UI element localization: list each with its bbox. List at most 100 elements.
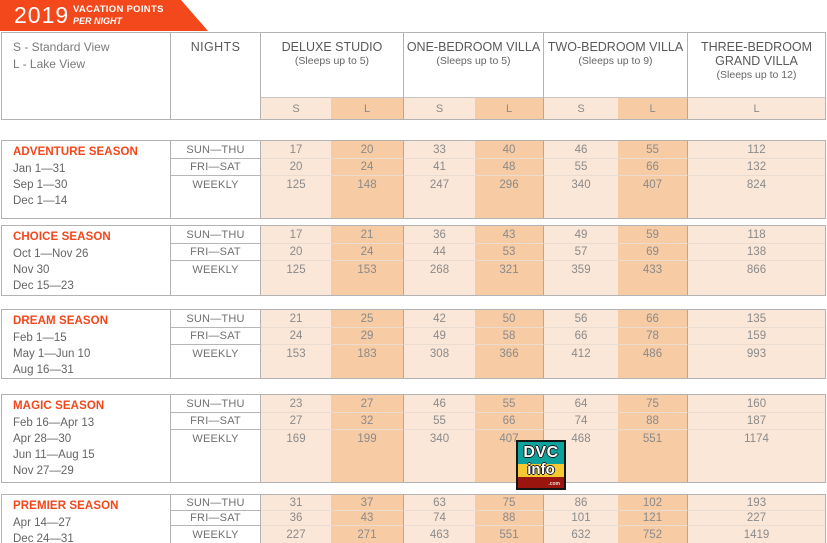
points-value: 75: [475, 495, 544, 511]
room-name: ONE-BEDROOM VILLA: [406, 40, 541, 54]
points-value: 69: [618, 244, 688, 261]
season-date-range: Dec 1—14: [13, 195, 68, 207]
points-value: 183: [331, 345, 404, 378]
points-value: 36: [261, 511, 331, 526]
points-value: 101: [544, 511, 618, 526]
column-header-two-bedroom-villa: TWO-BEDROOM VILLA (Sleeps up to 9): [544, 33, 688, 97]
points-value: 407: [618, 176, 688, 218]
dvcinfo-watermark-logo: DVC info .com: [516, 440, 566, 490]
night-range-label: WEEKLY: [171, 176, 261, 218]
night-range-label: FRI—SAT: [171, 244, 261, 261]
points-value: 102: [618, 495, 688, 511]
points-value: 20: [261, 244, 331, 261]
points-value: 24: [331, 159, 404, 176]
points-value: 41: [404, 159, 475, 176]
points-value: 55: [475, 395, 544, 413]
night-range-label: SUN—THU: [171, 141, 261, 159]
night-range-label: WEEKLY: [171, 526, 261, 543]
points-value: 66: [475, 413, 544, 430]
points-value: 42: [404, 310, 475, 328]
points-value: 44: [404, 244, 475, 261]
night-range-label: FRI—SAT: [171, 511, 261, 526]
points-value: 160: [688, 395, 825, 413]
points-value: 66: [618, 310, 688, 328]
points-value: 40: [475, 141, 544, 159]
season-date-range: Aug 16—31: [13, 364, 74, 376]
season-block: DREAM SEASON Feb 1—15 May 1—Jun 10 Aug 16—3…: [1, 309, 826, 379]
points-value: 23: [261, 395, 331, 413]
points-value: 21: [261, 310, 331, 328]
season-title: ADVENTURE SEASON: [13, 146, 138, 158]
points-value: 247: [404, 176, 475, 218]
points-value: 153: [261, 345, 331, 378]
points-value: 148: [331, 176, 404, 218]
season-title: MAGIC SEASON: [13, 400, 105, 412]
season-date-range: Dec 24—31: [13, 533, 74, 543]
points-value: 59: [618, 226, 688, 244]
points-value: 43: [331, 511, 404, 526]
view-subheader-lake: L: [618, 97, 688, 119]
night-range-label: SUN—THU: [171, 395, 261, 413]
points-value: 121: [618, 511, 688, 526]
season-block: MAGIC SEASON Feb 16—Apr 13 Apr 28—30 Jun 11…: [1, 394, 826, 483]
banner-text: VACATION POINTS PER NIGHT: [73, 4, 164, 26]
view-subheader-lake: L: [331, 97, 404, 119]
season-block: PREMIER SEASON Apr 14—27 Dec 24—31 SUN—THU 3…: [1, 494, 826, 543]
nights-column-header: NIGHTS: [171, 33, 261, 119]
season-block: ADVENTURE SEASON Jan 1—31 Sep 1—30 Dec 1—14…: [1, 140, 826, 219]
season-block: CHOICE SEASON Oct 1—Nov 26 Nov 30 Dec 15—23…: [1, 225, 826, 296]
points-value: 63: [404, 495, 475, 511]
season-title: CHOICE SEASON: [13, 231, 111, 243]
season-date-range: Jan 1—31: [13, 163, 66, 175]
season-date-range: Feb 16—Apr 13: [13, 417, 95, 429]
points-value: 58: [475, 328, 544, 345]
points-value: 632: [544, 526, 618, 543]
legend-standard-view: S - Standard View: [13, 40, 110, 54]
points-value: 24: [331, 244, 404, 261]
points-value: 118: [688, 226, 825, 244]
points-value: 227: [261, 526, 331, 543]
points-value: 27: [261, 413, 331, 430]
season-date-range: Apr 28—30: [13, 433, 72, 445]
banner-title: VACATION POINTS: [73, 4, 164, 15]
points-value: 752: [618, 526, 688, 543]
view-subheader-lake: L: [688, 97, 825, 119]
points-value: 88: [618, 413, 688, 430]
points-value: 55: [544, 159, 618, 176]
points-value: 46: [544, 141, 618, 159]
points-value: 486: [618, 345, 688, 378]
points-value: 17: [261, 141, 331, 159]
points-value: 412: [544, 345, 618, 378]
points-value: 66: [618, 159, 688, 176]
points-value: 132: [688, 159, 825, 176]
points-value: 20: [261, 159, 331, 176]
view-subheader-standard: S: [404, 97, 475, 119]
view-subheader-standard: S: [261, 97, 331, 119]
legend-lake-view: L - Lake View: [13, 57, 86, 71]
points-value: 359: [544, 261, 618, 295]
points-value: 340: [544, 176, 618, 218]
points-value: 20: [331, 141, 404, 159]
season-info: CHOICE SEASON Oct 1—Nov 26 Nov 30 Dec 15—23: [2, 226, 171, 295]
season-date-range: Sep 1—30: [13, 179, 68, 191]
points-value: 56: [544, 310, 618, 328]
points-value: 55: [618, 141, 688, 159]
points-value: 75: [618, 395, 688, 413]
points-value: 36: [404, 226, 475, 244]
points-value: 271: [331, 526, 404, 543]
night-range-label: FRI—SAT: [171, 159, 261, 176]
points-value: 193: [688, 495, 825, 511]
points-value: 125: [261, 176, 331, 218]
season-date-range: Oct 1—Nov 26: [13, 248, 89, 260]
points-value: 551: [475, 526, 544, 543]
points-value: 78: [618, 328, 688, 345]
points-value: 135: [688, 310, 825, 328]
points-value: 366: [475, 345, 544, 378]
points-value: 1419: [688, 526, 825, 543]
column-header-one-bedroom-villa: ONE-BEDROOM VILLA (Sleeps up to 5): [404, 33, 544, 97]
points-value: 50: [475, 310, 544, 328]
points-value: 86: [544, 495, 618, 511]
points-value: 27: [331, 395, 404, 413]
room-sleeps: (Sleeps up to 5): [436, 55, 511, 67]
